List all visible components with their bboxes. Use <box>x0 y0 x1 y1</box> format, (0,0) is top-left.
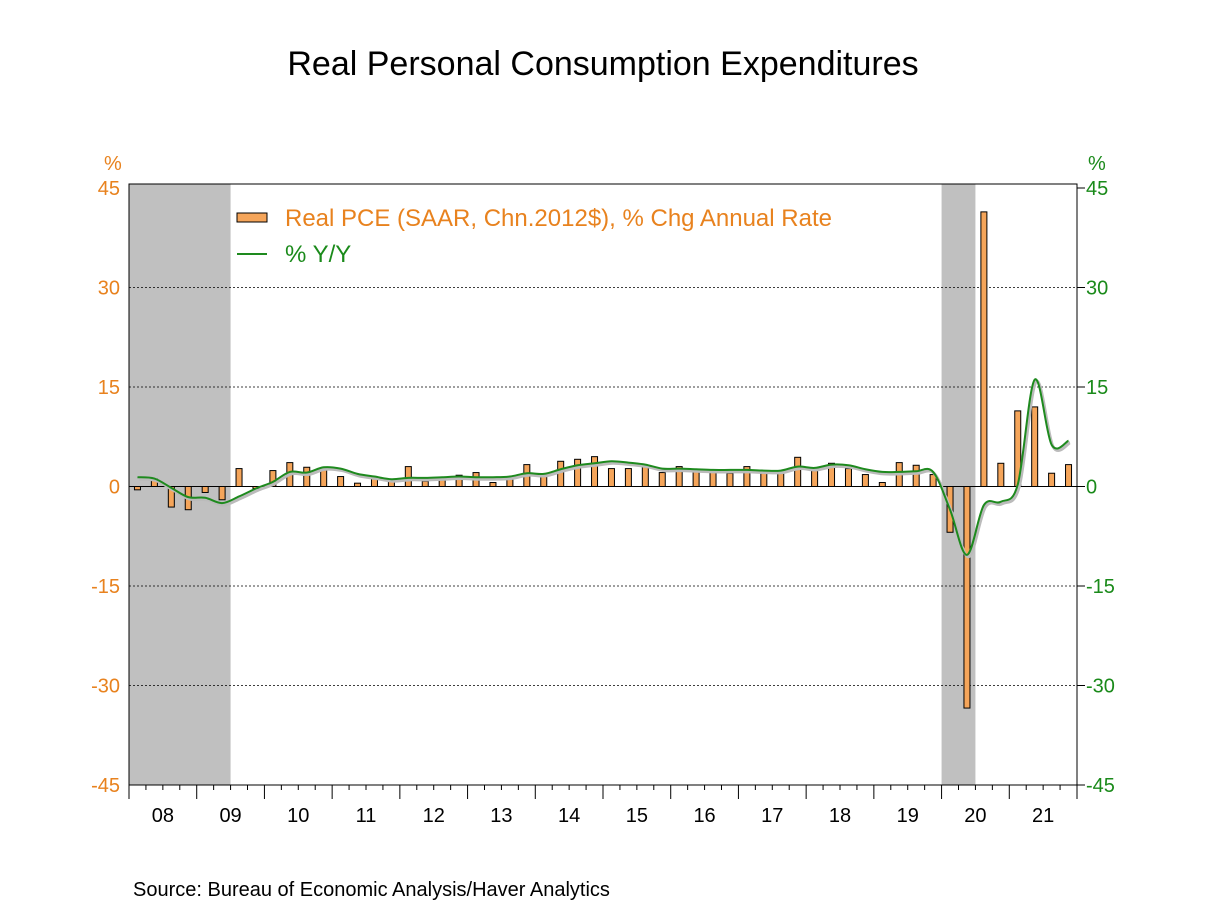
left-axis: 45 30 15 0 -15 -30 -45 <box>91 178 120 797</box>
chart-title: Real Personal Consumption Expenditures <box>287 45 918 83</box>
x-tick-label: 20 <box>964 805 986 827</box>
right-tick-label: 0 <box>1086 477 1097 499</box>
bar-series <box>133 211 1073 709</box>
bar <box>303 466 311 488</box>
bar <box>235 468 243 487</box>
left-tick-label: -45 <box>91 775 120 797</box>
x-tick-label: 11 <box>356 805 377 827</box>
bar <box>489 482 497 487</box>
x-tick-label: 21 <box>1032 805 1054 827</box>
x-tick-label: 10 <box>287 805 309 827</box>
bar <box>624 468 632 487</box>
x-tick-label: 18 <box>829 805 851 827</box>
bar <box>760 472 768 488</box>
bar <box>1048 472 1056 488</box>
right-tick-label: -45 <box>1086 775 1115 797</box>
bar <box>692 471 700 488</box>
bar <box>726 472 734 488</box>
bar <box>997 462 1005 487</box>
right-axis: 45 30 15 0 -15 -30 -45 <box>1077 178 1115 797</box>
x-tick-label: 08 <box>152 805 174 827</box>
bar <box>201 486 209 493</box>
left-tick-label: 0 <box>109 477 120 499</box>
x-tick-label: 17 <box>761 805 783 827</box>
legend-bar-label: Real PCE (SAAR, Chn.2012$), % Chg Annual… <box>285 205 832 232</box>
bar <box>861 474 869 487</box>
left-tick-label: 15 <box>98 377 120 399</box>
right-tick-label: -30 <box>1086 676 1115 698</box>
line-shadow <box>138 380 1071 559</box>
bar <box>557 460 565 488</box>
recession-shading <box>129 184 976 785</box>
bar <box>641 464 649 488</box>
left-unit: % <box>104 153 122 175</box>
bar <box>404 466 412 488</box>
bar <box>794 456 802 487</box>
gridlines <box>129 287 1077 686</box>
legend-line-label: % Y/Y <box>285 241 351 268</box>
x-tick-label: 14 <box>558 805 580 827</box>
bar <box>811 470 819 487</box>
right-tick-label: 15 <box>1086 377 1108 399</box>
bar <box>540 476 548 487</box>
bar <box>607 468 615 487</box>
x-tick-label: 09 <box>219 805 241 827</box>
right-tick-label: 30 <box>1086 278 1108 300</box>
bar <box>1065 464 1073 487</box>
left-tick-label: 45 <box>98 178 120 200</box>
legend: Real PCE (SAAR, Chn.2012$), % Chg Annual… <box>236 205 832 268</box>
legend-bar-swatch <box>236 212 268 223</box>
x-tick-label: 19 <box>897 805 919 827</box>
bar <box>421 480 429 487</box>
yoy-line <box>137 378 1070 556</box>
line-series <box>137 378 1071 559</box>
bar <box>980 211 988 487</box>
bar <box>844 468 852 487</box>
bar <box>1031 406 1039 487</box>
bar <box>963 486 971 709</box>
right-tick-label: 45 <box>1086 178 1108 200</box>
bar <box>218 486 226 501</box>
bar <box>591 456 599 487</box>
right-unit: % <box>1088 153 1106 175</box>
recession-band <box>129 184 231 785</box>
bar <box>878 482 886 487</box>
right-tick-label: -15 <box>1086 576 1115 598</box>
source-note: Source: Bureau of Economic Analysis/Have… <box>133 879 610 901</box>
x-axis: 08 09 10 11 12 13 14 15 16 17 18 19 20 21 <box>128 785 1078 827</box>
bar <box>912 464 920 488</box>
x-tick-label: 15 <box>626 805 648 827</box>
x-tick-label: 12 <box>423 805 445 827</box>
left-tick-label: -30 <box>91 676 120 698</box>
bar <box>574 458 582 488</box>
left-tick-label: 30 <box>98 278 120 300</box>
bar <box>337 476 345 487</box>
bar <box>320 468 328 487</box>
left-tick-label: -15 <box>91 576 120 598</box>
x-tick-label: 16 <box>693 805 715 827</box>
bar <box>709 470 717 488</box>
bar <box>658 472 666 488</box>
x-tick-label: 13 <box>490 805 512 827</box>
